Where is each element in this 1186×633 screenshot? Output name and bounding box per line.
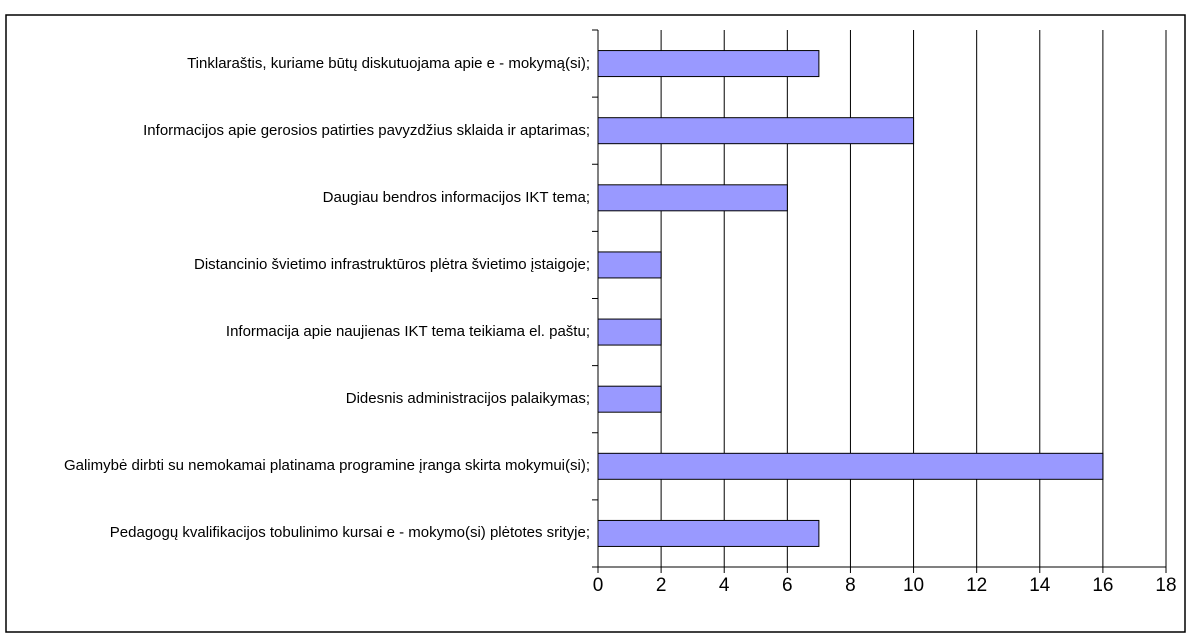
bar xyxy=(597,50,820,78)
category-text: Pedagogų kvalifikacijos tobulinimo kursa… xyxy=(109,524,590,542)
category-text: Galimybė dirbti su nemokamai platinama p… xyxy=(63,457,590,475)
y-tick-label: Pedagogų kvalifikacijos tobulinimo kursa… xyxy=(110,500,590,567)
x-tick-label: 2 xyxy=(656,575,667,596)
bar xyxy=(597,452,1104,480)
chart-frame xyxy=(5,14,1186,633)
bar xyxy=(597,519,820,547)
category-text: Daugiau bendros informacijos IKT tema; xyxy=(322,188,590,206)
x-tick-label: 8 xyxy=(845,575,856,596)
category-text: Didesnis administracijos palaikymas; xyxy=(345,390,590,408)
x-tick-label: 16 xyxy=(1092,575,1113,596)
x-tick-label: 4 xyxy=(719,575,730,596)
y-tick-label: Distancinio švietimo infrastruktūros plė… xyxy=(194,231,590,298)
x-tick-label: 10 xyxy=(903,575,924,596)
x-tick-label: 14 xyxy=(1029,575,1051,596)
category-text: Informacijos apie gerosios patirties pav… xyxy=(143,121,590,139)
y-tick-label: Informacijos apie gerosios patirties pav… xyxy=(143,97,590,164)
bar xyxy=(597,318,662,346)
x-tick-label: 12 xyxy=(966,575,987,596)
category-text: Tinklaraštis, kuriame būtų diskutuojama … xyxy=(187,54,590,72)
category-text: Distancinio švietimo infrastruktūros plė… xyxy=(194,255,590,273)
y-tick-label: Galimybė dirbti su nemokamai platinama p… xyxy=(64,433,590,500)
y-tick-label: Daugiau bendros informacijos IKT tema; xyxy=(323,164,590,231)
bar xyxy=(597,184,788,212)
x-tick-label: 0 xyxy=(593,575,604,596)
category-text: Informacija apie naujienas IKT tema teik… xyxy=(225,323,590,341)
y-tick-label: Tinklaraštis, kuriame būtų diskutuojama … xyxy=(187,30,590,97)
bar xyxy=(597,117,915,145)
y-tick-label: Informacija apie naujienas IKT tema teik… xyxy=(226,299,590,366)
x-tick-label: 6 xyxy=(782,575,793,596)
bar xyxy=(597,385,662,413)
y-tick-label: Didesnis administracijos palaikymas; xyxy=(346,366,590,433)
x-tick-label: 18 xyxy=(1155,575,1176,596)
bar xyxy=(597,251,662,279)
